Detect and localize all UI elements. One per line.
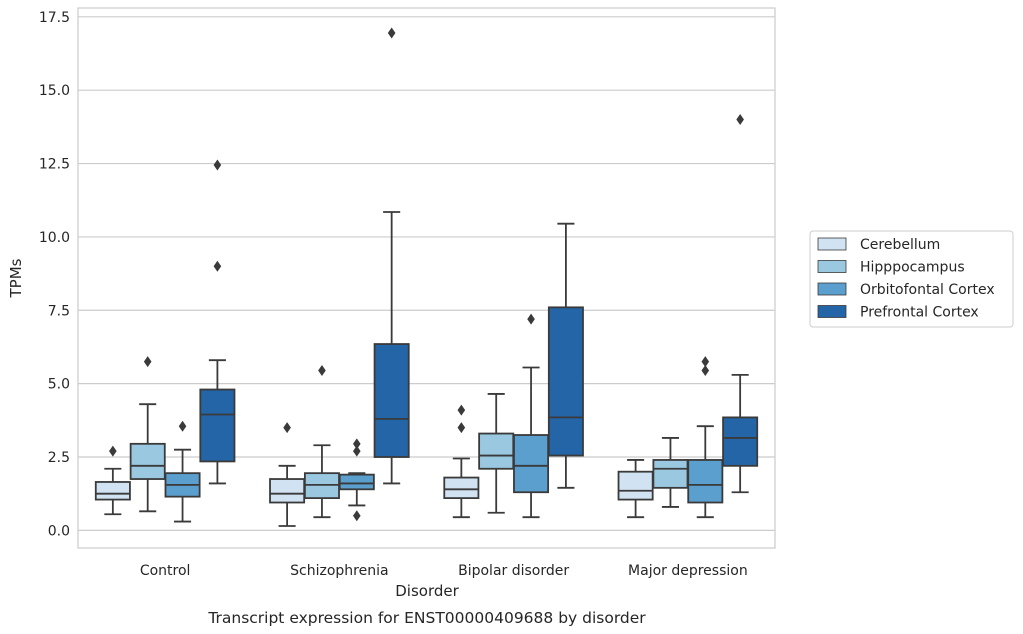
- legend-label: Cerebellum: [860, 237, 940, 253]
- legend-swatch: [817, 260, 847, 273]
- x-tick-label: Bipolar disorder: [458, 563, 569, 579]
- box-iqr: [199, 388, 236, 463]
- outlier-marker: [283, 422, 291, 434]
- outlier-marker: [457, 422, 466, 434]
- outlier-marker: [527, 313, 535, 325]
- outlier-marker: [178, 420, 187, 432]
- legend-label: Hipppocampus: [860, 260, 965, 276]
- y-tick-label: 10.0: [39, 230, 70, 246]
- plot-area: [77, 7, 776, 549]
- box-group: [687, 356, 724, 519]
- outlier-marker: [701, 356, 710, 368]
- box-group: [617, 459, 654, 519]
- box-iqr: [129, 442, 166, 480]
- series-prefrontal-cortex: [199, 27, 759, 494]
- y-tick-label: 7.5: [48, 303, 70, 319]
- box-iqr: [687, 459, 724, 504]
- box-iqr: [94, 481, 131, 501]
- series-hipppocampus: [129, 356, 689, 519]
- outlier-marker: [213, 260, 222, 272]
- legend-label: Orbitofontal Cortex: [860, 282, 995, 298]
- y-tick-label: 17.5: [39, 10, 70, 26]
- box-iqr: [722, 416, 759, 467]
- y-axis-ticks: 0.0 2.5 5.0 7.5 10.0 12.5 15.0 17.5: [39, 10, 70, 540]
- legend: Cerebellum Hipppocampus Orbitofontal Corte…: [809, 230, 1014, 328]
- box-group: [94, 445, 131, 516]
- gridlines: [78, 16, 775, 531]
- box-iqr: [513, 434, 550, 494]
- box-iqr: [478, 432, 515, 470]
- legend-swatch: [817, 237, 847, 251]
- x-tick-label: Major depression: [628, 563, 748, 579]
- x-axis-ticks: Control Schizophrenia Bipolar disorder Majo…: [140, 563, 748, 579]
- box-group: [722, 114, 759, 494]
- box-iqr: [269, 478, 306, 504]
- y-tick-label: 12.5: [39, 157, 70, 173]
- outlier-marker: [353, 510, 361, 522]
- series-cerebellum: [94, 404, 654, 527]
- series-orbitofontal-cortex: [164, 313, 724, 523]
- chart-caption: Transcript expression for ENST0000040968…: [207, 609, 646, 627]
- outlier-marker: [353, 445, 361, 457]
- box-group: [513, 313, 550, 519]
- outlier-marker: [457, 404, 466, 416]
- outlier-marker: [701, 364, 710, 376]
- outlier-marker: [736, 114, 744, 126]
- box-group: [443, 404, 480, 519]
- y-tick-label: 2.5: [48, 450, 70, 466]
- x-tick-label: Control: [140, 563, 191, 579]
- box-group: [338, 438, 375, 522]
- legend-swatch: [817, 282, 847, 296]
- box-group: [652, 437, 689, 508]
- y-axis-label: TPMs: [7, 258, 25, 298]
- box-group: [547, 222, 584, 489]
- box-group: [199, 159, 236, 485]
- box-iqr: [652, 459, 689, 489]
- box-iqr: [338, 473, 375, 491]
- box-group: [269, 422, 306, 527]
- box-group: [373, 27, 410, 485]
- box-iqr: [617, 470, 654, 501]
- box-iqr: [443, 476, 480, 500]
- outlier-marker: [318, 364, 326, 376]
- outlier-marker: [213, 159, 222, 171]
- outlier-marker: [387, 27, 396, 39]
- outlier-marker: [353, 438, 361, 450]
- x-axis-label: Disorder: [395, 582, 459, 600]
- legend-label: Prefrontal Cortex: [860, 305, 979, 321]
- outlier-marker: [143, 356, 152, 368]
- legend-swatch: [817, 305, 847, 318]
- box-iqr: [547, 306, 584, 457]
- outlier-marker: [109, 445, 117, 457]
- box-group: [129, 356, 166, 513]
- y-tick-label: 0.0: [48, 523, 70, 539]
- box-group: [303, 364, 340, 519]
- y-tick-label: 5.0: [48, 377, 70, 393]
- box-iqr: [373, 343, 410, 458]
- legend-frame: [809, 230, 1014, 328]
- x-tick-label: Schizophrenia: [290, 563, 388, 579]
- box-series: [94, 27, 759, 527]
- y-tick-label: 15.0: [39, 83, 70, 99]
- box-group: [164, 420, 201, 523]
